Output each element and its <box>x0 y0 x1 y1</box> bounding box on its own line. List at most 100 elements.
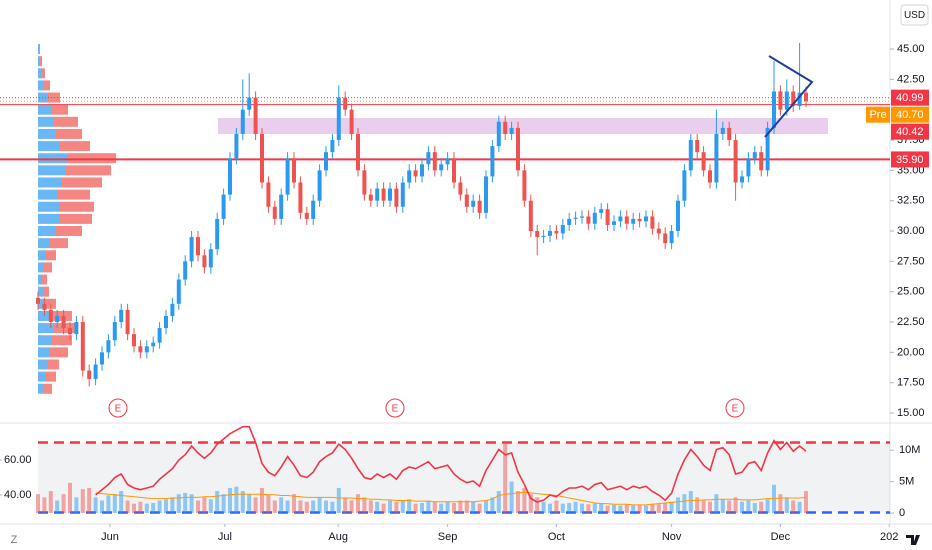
candle-body <box>362 170 367 195</box>
volume-bar <box>292 494 296 514</box>
candle-body <box>445 158 450 165</box>
x-tick-label: 202 <box>880 531 898 543</box>
volume-bar <box>311 500 316 514</box>
candle-body <box>61 315 66 329</box>
candle-body <box>522 170 527 201</box>
profile-down <box>62 177 102 188</box>
candle-body <box>196 237 200 256</box>
earnings-marker[interactable] <box>725 398 745 418</box>
candle-body <box>560 224 565 234</box>
candle-body <box>100 352 104 365</box>
rsi-tick-label: 40.00 <box>4 489 32 501</box>
volume-tick-label: 0 <box>899 507 905 519</box>
candle-body <box>759 152 764 171</box>
candle-body <box>394 188 399 207</box>
volume-bar <box>656 504 661 514</box>
volume-bar <box>426 500 431 514</box>
candle-body <box>656 228 661 234</box>
candle-body <box>112 322 117 341</box>
x-tick-label: Jul <box>218 531 232 543</box>
volume-ma-line <box>95 491 807 506</box>
currency-button[interactable] <box>900 4 929 26</box>
candle-body <box>599 209 604 213</box>
candle-body <box>164 315 168 329</box>
profile-down <box>60 201 94 212</box>
volume-bar <box>701 500 706 514</box>
volume-bar <box>439 503 444 514</box>
volume-bar <box>714 494 719 514</box>
candle-body <box>714 133 719 183</box>
candle-body <box>439 164 444 171</box>
volume-bar <box>740 501 744 514</box>
candle-body <box>413 170 418 177</box>
volume-bar <box>612 504 616 514</box>
profile-up <box>38 226 56 237</box>
y-tick-label: 22.50 <box>897 316 925 328</box>
volume-bar <box>144 503 149 514</box>
volume-bar <box>516 491 520 514</box>
profile-up <box>38 56 40 67</box>
triangle-pattern <box>764 55 814 138</box>
candle-body <box>535 231 540 238</box>
y-tick-label: 25.00 <box>897 286 925 298</box>
volume-bar <box>247 494 252 514</box>
candle-body <box>637 218 642 222</box>
candle-body <box>676 200 680 232</box>
background-layer <box>0 44 890 514</box>
candle-body <box>356 133 360 171</box>
x-tick-label: Nov <box>662 531 682 543</box>
candle-body <box>36 297 40 304</box>
profile-up <box>38 189 58 200</box>
volume-bar <box>650 503 655 514</box>
candle-body <box>247 97 252 110</box>
earnings-marker[interactable] <box>108 398 128 418</box>
candle-body <box>612 221 616 225</box>
volume-bar <box>708 501 712 514</box>
candle-body <box>420 164 424 177</box>
volume-tick-label: 5M <box>899 476 914 488</box>
y-tick-label: 20.00 <box>897 346 925 358</box>
volume-bar <box>151 503 156 514</box>
profile-up <box>38 201 60 212</box>
candle-body <box>157 328 162 343</box>
candle-body <box>42 303 47 310</box>
candle-body <box>74 322 79 335</box>
candle-body <box>772 91 776 128</box>
volume-bar <box>234 486 239 514</box>
candle-body <box>292 158 296 183</box>
volume-bar <box>605 505 610 514</box>
candle-body <box>170 303 175 316</box>
candle-body <box>541 235 546 238</box>
profile-up <box>38 104 52 115</box>
volume-bar <box>567 503 572 514</box>
volume-bar <box>541 501 546 514</box>
volume-bar <box>157 500 162 514</box>
candle-body <box>605 209 610 225</box>
volume-bar <box>228 487 232 514</box>
volume-bar <box>375 501 380 514</box>
candle-body <box>695 140 700 153</box>
candle-body <box>682 170 687 201</box>
x-tick-label: Sep <box>438 531 458 543</box>
candle-body <box>592 212 597 224</box>
volume-bar <box>676 497 680 514</box>
candle-body <box>471 200 476 207</box>
candle-body <box>528 200 533 232</box>
profile-down <box>56 226 82 237</box>
earnings-marker[interactable] <box>385 398 405 418</box>
volume-bar <box>388 500 392 514</box>
volume-bar <box>477 503 482 514</box>
volume-bar <box>42 497 47 514</box>
volume-bar <box>202 497 207 514</box>
candle-body <box>151 342 156 347</box>
candle-body <box>324 152 328 171</box>
corner-label: Z <box>11 534 18 546</box>
candle-body <box>336 97 341 141</box>
candle-body <box>183 261 188 280</box>
candle-body <box>477 200 482 213</box>
candle-body <box>509 127 514 134</box>
profile-up <box>38 213 60 224</box>
volume-bar <box>74 497 79 514</box>
candle-body <box>784 91 789 110</box>
candle-body <box>279 194 284 219</box>
